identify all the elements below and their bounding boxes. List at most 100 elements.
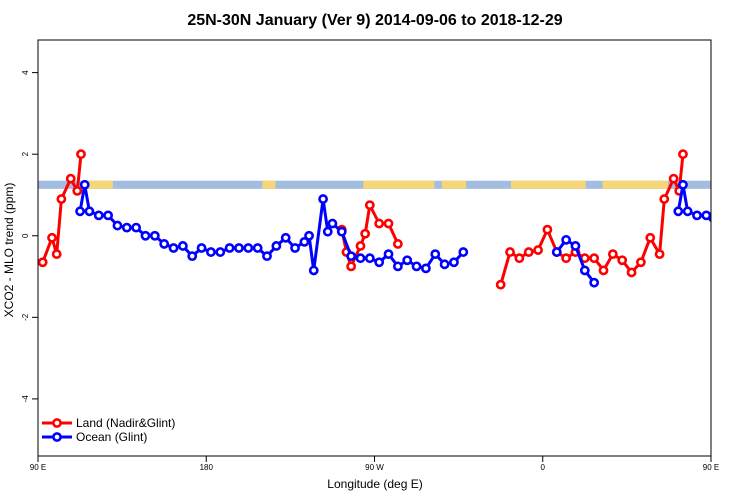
ocean-data-point [234,243,244,253]
ocean-data-point [589,277,600,288]
land-data-point [589,253,600,264]
ocean-data-point [177,241,188,251]
land-data-point [72,186,83,196]
land-data-point [607,249,618,260]
y-axis: -4 -2 0 2 4 [21,70,38,403]
land-data-point [533,245,543,255]
x-tick-label: 0 [541,463,546,472]
ocean-data-point [701,210,711,221]
land-band-segment [262,180,276,189]
ocean-data-point [710,224,711,228]
ocean-data-point [75,206,85,217]
x-tick-label: 180 [200,463,214,472]
ocean-data-point [740,232,747,239]
land-data-point [523,247,534,257]
ocean-data-point [280,232,291,243]
ocean-data-point [121,222,132,233]
ocean-data-point [570,241,581,251]
ocean-data-point [322,226,333,237]
land-data-point [668,173,679,184]
ocean-data-point [318,194,328,204]
land-data-point [65,173,76,184]
ocean-data-point [112,220,123,231]
land-data-point [617,255,628,266]
ocean-data-point [159,239,170,249]
land-data-point [495,279,506,290]
y-tick-label: -4 [21,395,30,403]
x-tick-label: 90 W [365,463,384,472]
land-ocean-band [38,180,711,189]
ocean-data-point [187,251,198,262]
land-data-point [542,224,553,235]
land-band-segment [623,180,669,189]
ocean-data-point [79,179,90,190]
land-band-segment [441,180,467,189]
ocean-data-point [271,241,282,251]
ocean-data-point [551,247,562,257]
ocean-data-point [411,261,422,272]
series-layer [38,149,747,290]
x-axis: 90 E 180 90 W 0 90 E [30,456,719,472]
land-data-point [654,249,665,260]
ocean-legend-marker [52,432,62,442]
x-tick-label: 90 E [30,463,46,472]
ocean-data-point [149,230,160,241]
ocean-data-point [355,253,366,264]
ocean-series-line [676,183,711,223]
land-data-point [383,218,394,229]
ocean-data-point [439,259,450,270]
ocean-data-point [402,255,413,266]
y-tick-label: 0 [21,233,30,238]
land-band-segment [363,180,435,189]
ocean-legend-label: Ocean (Glint) [76,430,147,444]
ocean-data-point [131,222,142,233]
chart-title: 25N-30N January (Ver 9) 2014-09-06 to 20… [187,12,562,29]
ocean-data-point [421,263,431,274]
land-data-point [56,194,67,204]
ocean-data-point [93,210,104,221]
ocean-data-point [206,247,216,257]
ocean-data-point [299,236,310,247]
x-tick-label: 90 E [703,463,719,472]
ocean-data-point [682,206,693,217]
y-tick-label: 4 [21,70,30,75]
ocean-data-point [374,257,385,268]
ocean-data-point [383,249,394,260]
plot-frame [37,39,712,457]
ocean-data-point [290,243,300,253]
land-data-point [374,218,385,229]
land-data-point [360,228,371,239]
land-legend-marker [52,418,62,428]
ocean-data-point [336,226,347,237]
land-data-point [38,257,48,268]
land-data-point [626,267,637,278]
land-data-point [598,265,609,276]
ocean-data-point [304,230,314,241]
ocean-data-point [458,247,469,257]
land-series-line [499,154,685,286]
land-data-point [505,247,515,257]
land-data-point [355,241,366,251]
ocean-data-point [103,210,114,221]
y-axis-label: XCO2 - MLO trend (ppm) [2,183,16,318]
legend: Land (Nadir&Glint)Ocean (Glint) [42,416,175,444]
ocean-data-point [449,257,459,268]
land-data-point [76,149,86,160]
ocean-data-point [308,265,319,276]
land-data-point [678,149,688,160]
land-data-point [47,232,57,243]
ocean-data-point [692,210,702,221]
ocean-data-point [168,243,179,253]
ocean-data-point [196,243,207,253]
ocean-data-point [327,218,338,229]
land-data-point [561,253,572,264]
ocean-data-point [243,243,254,253]
ocean-data-point [224,243,235,253]
land-legend-label: Land (Nadir&Glint) [76,416,175,430]
ocean-data-point [392,261,403,272]
ocean-data-point [430,249,441,260]
ocean-data-point [364,253,375,264]
ocean-data-point [262,251,272,262]
land-data-point [514,253,525,264]
